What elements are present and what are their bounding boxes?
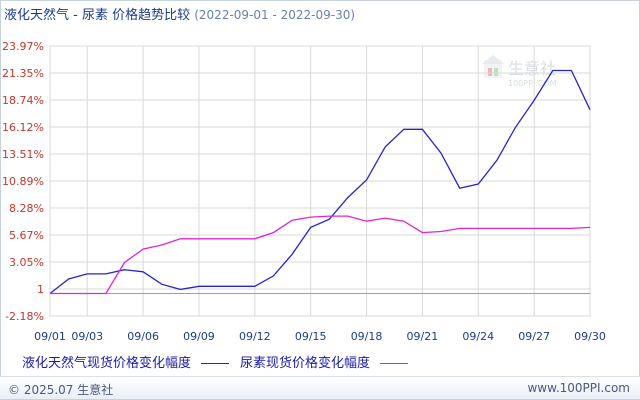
x-tick-label: 09/03 xyxy=(71,330,103,343)
footer-link[interactable]: www.100PPI.com xyxy=(527,381,630,395)
legend-lng-label: 液化天然气现货价格变化幅度 xyxy=(22,356,191,371)
footer: © 2025.07 生意社 www.100PPI.com xyxy=(0,376,640,399)
y-tick-label: 13.51% xyxy=(2,148,44,161)
x-tick-label: 09/06 xyxy=(127,330,159,343)
legend-lng: 液化天然气现货价格变化幅度 xyxy=(22,352,229,371)
footer-copyright: © 2025.07 生意社 xyxy=(8,381,113,398)
y-tick-label: -2.18% xyxy=(5,310,44,323)
series-line-lng xyxy=(50,71,590,294)
x-tick-label: 09/27 xyxy=(518,330,550,343)
y-tick-label: 8.28% xyxy=(9,202,44,215)
legend-lng-swatch xyxy=(201,363,229,364)
legend-urea-swatch xyxy=(380,363,408,364)
x-tick-label: 09/09 xyxy=(183,330,215,343)
axis-layer: 23.97% 21.35% 18.74% 16.12% 13.51% 10.89% 8.28… xyxy=(2,40,606,343)
x-tick-label: 09/24 xyxy=(462,330,494,343)
series-layer xyxy=(50,71,590,294)
y-tick-label: 5.67% xyxy=(9,229,44,242)
x-tick-label: 09/15 xyxy=(295,330,327,343)
x-tick-label: 09/12 xyxy=(239,330,271,343)
x-tick-label: 09/18 xyxy=(351,330,383,343)
x-tick-label: 09/21 xyxy=(407,330,439,343)
grid-layer xyxy=(50,46,590,316)
legend-urea-label: 尿素现货价格变化幅度 xyxy=(240,356,370,371)
y-tick-label: 18.74% xyxy=(2,94,44,107)
y-tick-label: 3.05% xyxy=(9,256,44,269)
y-tick-label: 23.97% xyxy=(2,40,44,53)
y-tick-label: 1 xyxy=(37,283,44,296)
y-tick-label: 16.12% xyxy=(2,121,44,134)
y-tick-label: 10.89% xyxy=(2,175,44,188)
legend-urea: 尿素现货价格变化幅度 xyxy=(240,352,408,371)
x-tick-label: 09/01 xyxy=(34,330,66,343)
y-tick-label: 21.35% xyxy=(2,67,44,80)
series-line-urea xyxy=(50,216,590,293)
x-tick-label: 09/30 xyxy=(574,330,606,343)
